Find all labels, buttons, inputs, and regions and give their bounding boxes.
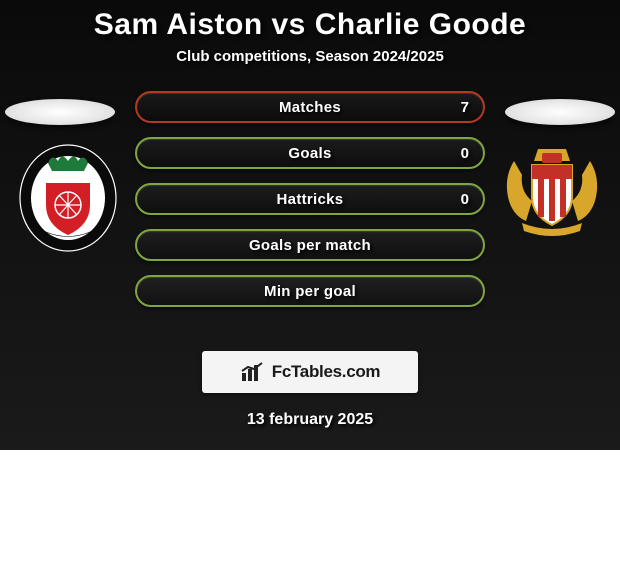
player-photo-right — [505, 99, 615, 125]
chart-icon — [240, 361, 266, 383]
stat-right-value: 0 — [461, 191, 469, 208]
stat-bar-hattricks: Hattricks 0 — [135, 183, 485, 215]
date-text: 13 february 2025 — [0, 411, 620, 429]
brand-badge[interactable]: FcTables.com — [202, 351, 418, 393]
stat-bars: Matches 7 Goals 0 Hattricks 0 Goals per … — [135, 91, 485, 307]
club-crest-left — [18, 143, 118, 253]
page-title: Sam Aiston vs Charlie Goode — [0, 8, 620, 42]
stat-label: Goals — [288, 145, 331, 162]
stat-right-value: 0 — [461, 145, 469, 162]
stat-bar-mpg: Min per goal — [135, 275, 485, 307]
stat-label: Hattricks — [277, 191, 344, 208]
subtitle: Club competitions, Season 2024/2025 — [0, 48, 620, 65]
arena: Matches 7 Goals 0 Hattricks 0 Goals per … — [0, 99, 620, 339]
stat-label: Min per goal — [264, 283, 356, 300]
stat-bar-gpm: Goals per match — [135, 229, 485, 261]
player-photo-left — [5, 99, 115, 125]
comparison-card: Sam Aiston vs Charlie Goode Club competi… — [0, 0, 620, 450]
stat-bar-goals: Goals 0 — [135, 137, 485, 169]
stat-label: Matches — [279, 99, 341, 116]
stat-label: Goals per match — [249, 237, 371, 254]
brand-text: FcTables.com — [272, 362, 381, 382]
club-crest-right — [502, 141, 602, 237]
stat-bar-matches: Matches 7 — [135, 91, 485, 123]
stat-right-value: 7 — [461, 99, 469, 116]
